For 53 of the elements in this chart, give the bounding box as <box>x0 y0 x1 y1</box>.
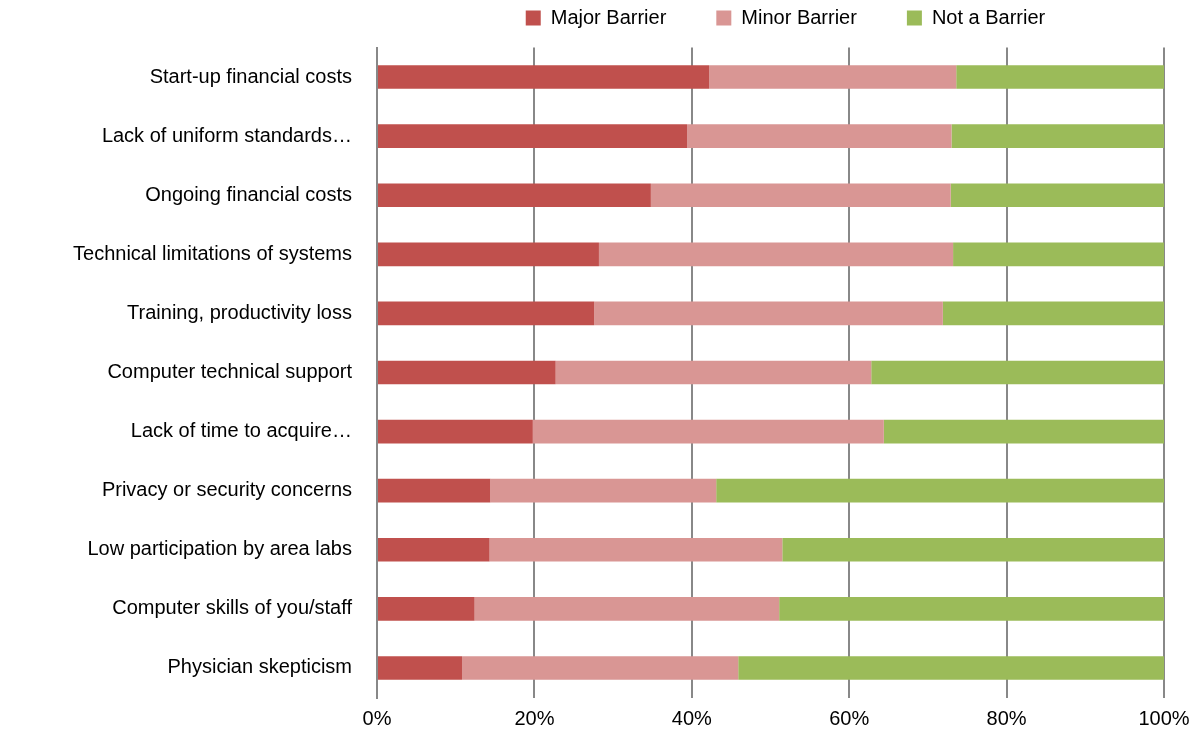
x-tick-label: 20% <box>514 707 555 730</box>
y-tick-label: Lack of uniform standards… <box>101 123 352 146</box>
bar <box>378 65 710 89</box>
y-tick-label: Computer skills of you/staff <box>112 596 353 619</box>
y-tick-label: Training, productivity loss <box>127 300 352 323</box>
bar <box>490 478 717 503</box>
bar <box>598 242 954 267</box>
y-tick-label: Technical limitations of systems <box>73 241 352 264</box>
bar <box>956 65 1164 89</box>
bar <box>378 183 651 208</box>
bar <box>779 597 1164 621</box>
bar <box>687 124 952 148</box>
bar <box>489 537 783 562</box>
bar <box>871 360 1164 385</box>
x-tick-label: 0% <box>362 707 392 730</box>
legend-label: Major Barrier <box>550 5 667 28</box>
x-tick-label: 80% <box>986 707 1027 730</box>
bar <box>378 360 556 385</box>
bar <box>462 656 739 680</box>
y-tick-label: Privacy or security concerns <box>101 478 352 501</box>
bar <box>555 360 872 385</box>
x-tick-label: 40% <box>671 707 713 730</box>
bar <box>378 597 475 621</box>
bar <box>378 656 462 680</box>
bar <box>532 419 884 444</box>
y-tick-label: Lack of time to acquire… <box>130 419 352 442</box>
bar <box>782 537 1164 562</box>
bar <box>650 183 951 208</box>
y-tick-label: Low participation by area labs <box>87 537 352 560</box>
y-tick-label: Physician skepticism <box>167 655 352 678</box>
bar <box>716 478 1164 503</box>
bar <box>883 419 1164 444</box>
bar <box>378 537 490 562</box>
legend-label: Minor Barrier <box>741 5 858 28</box>
bar <box>378 301 595 326</box>
y-tick-label: Start-up financial costs <box>149 64 352 87</box>
bar <box>378 242 599 267</box>
x-tick-label: 100% <box>1138 707 1190 730</box>
y-tick-label: Ongoing financial costs <box>145 182 352 205</box>
y-tick-label: Computer technical support <box>107 360 353 383</box>
bar <box>738 656 1164 680</box>
bar <box>378 419 533 444</box>
bar <box>951 124 1164 148</box>
bar <box>594 301 943 326</box>
x-tick-label: 60% <box>829 707 870 730</box>
bar <box>474 597 780 621</box>
bar <box>953 242 1164 267</box>
bar <box>378 478 491 503</box>
bar <box>950 183 1164 208</box>
bar <box>378 124 688 148</box>
bar <box>709 65 957 89</box>
legend-label: Not a Barrier <box>931 5 1046 28</box>
bar <box>942 301 1164 326</box>
